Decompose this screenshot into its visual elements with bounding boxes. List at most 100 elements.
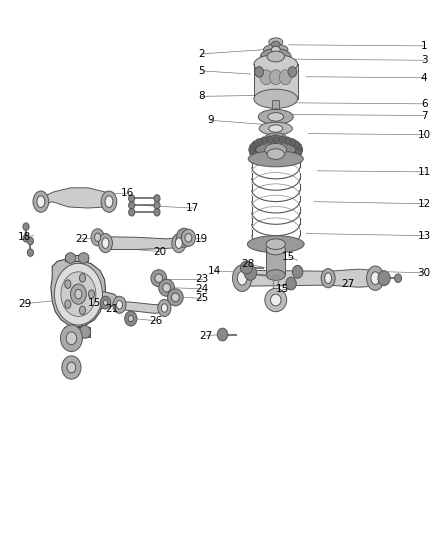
Ellipse shape bbox=[27, 237, 33, 245]
Ellipse shape bbox=[367, 266, 384, 290]
Ellipse shape bbox=[176, 228, 192, 247]
Ellipse shape bbox=[61, 272, 96, 317]
Ellipse shape bbox=[325, 273, 332, 284]
Ellipse shape bbox=[271, 135, 281, 141]
Polygon shape bbox=[51, 259, 106, 327]
Text: 10: 10 bbox=[418, 130, 431, 140]
Ellipse shape bbox=[79, 306, 85, 314]
Ellipse shape bbox=[64, 326, 75, 338]
Ellipse shape bbox=[172, 233, 186, 253]
Ellipse shape bbox=[260, 70, 272, 85]
Text: 1: 1 bbox=[421, 41, 427, 51]
Ellipse shape bbox=[272, 135, 279, 143]
Text: 18: 18 bbox=[18, 232, 32, 242]
Ellipse shape bbox=[261, 49, 291, 64]
Ellipse shape bbox=[233, 265, 252, 292]
Text: 11: 11 bbox=[417, 167, 431, 177]
Ellipse shape bbox=[105, 196, 113, 207]
Ellipse shape bbox=[254, 55, 297, 74]
Ellipse shape bbox=[256, 154, 262, 161]
Ellipse shape bbox=[284, 155, 291, 163]
Ellipse shape bbox=[264, 44, 288, 55]
Ellipse shape bbox=[101, 191, 117, 212]
Ellipse shape bbox=[129, 208, 135, 216]
Ellipse shape bbox=[102, 238, 109, 248]
Ellipse shape bbox=[269, 125, 283, 132]
Ellipse shape bbox=[293, 151, 300, 159]
Text: 17: 17 bbox=[186, 203, 199, 213]
Ellipse shape bbox=[371, 272, 380, 285]
Ellipse shape bbox=[159, 279, 174, 296]
Text: 19: 19 bbox=[195, 234, 208, 244]
Ellipse shape bbox=[272, 109, 280, 114]
Ellipse shape bbox=[265, 288, 287, 312]
Ellipse shape bbox=[268, 112, 284, 121]
Ellipse shape bbox=[267, 149, 285, 159]
Polygon shape bbox=[100, 237, 183, 249]
Ellipse shape bbox=[79, 274, 85, 282]
Text: 23: 23 bbox=[195, 274, 208, 284]
Ellipse shape bbox=[33, 191, 49, 212]
Ellipse shape bbox=[23, 235, 29, 242]
Text: 9: 9 bbox=[207, 115, 214, 125]
Text: 30: 30 bbox=[418, 268, 431, 278]
Polygon shape bbox=[115, 301, 167, 313]
Ellipse shape bbox=[158, 300, 171, 317]
Ellipse shape bbox=[65, 280, 71, 288]
Ellipse shape bbox=[292, 265, 303, 278]
Ellipse shape bbox=[266, 270, 286, 280]
Ellipse shape bbox=[161, 304, 167, 312]
Ellipse shape bbox=[155, 274, 162, 282]
Ellipse shape bbox=[67, 362, 76, 373]
Ellipse shape bbox=[395, 274, 402, 282]
Text: 29: 29 bbox=[18, 298, 32, 309]
Polygon shape bbox=[64, 327, 90, 337]
Ellipse shape bbox=[266, 156, 273, 164]
Text: 8: 8 bbox=[198, 91, 205, 101]
Text: 26: 26 bbox=[149, 316, 162, 326]
Ellipse shape bbox=[162, 284, 170, 292]
Ellipse shape bbox=[279, 70, 291, 85]
Ellipse shape bbox=[272, 41, 280, 47]
Text: 15: 15 bbox=[282, 252, 296, 262]
Ellipse shape bbox=[244, 265, 257, 280]
Ellipse shape bbox=[265, 133, 287, 143]
Ellipse shape bbox=[151, 270, 166, 287]
Ellipse shape bbox=[286, 277, 296, 290]
Ellipse shape bbox=[71, 284, 86, 304]
Ellipse shape bbox=[272, 46, 280, 53]
Ellipse shape bbox=[95, 233, 101, 241]
Ellipse shape bbox=[250, 149, 257, 156]
Ellipse shape bbox=[289, 139, 296, 146]
Ellipse shape bbox=[129, 195, 135, 202]
Ellipse shape bbox=[255, 67, 264, 77]
Polygon shape bbox=[36, 188, 112, 208]
Ellipse shape bbox=[266, 239, 286, 249]
Ellipse shape bbox=[154, 195, 160, 202]
Ellipse shape bbox=[88, 290, 95, 298]
Ellipse shape bbox=[296, 146, 303, 154]
Ellipse shape bbox=[99, 233, 113, 253]
Ellipse shape bbox=[288, 67, 297, 77]
Ellipse shape bbox=[185, 233, 192, 242]
Ellipse shape bbox=[217, 328, 228, 341]
Ellipse shape bbox=[66, 332, 77, 345]
Ellipse shape bbox=[272, 157, 279, 164]
Ellipse shape bbox=[117, 301, 123, 309]
Ellipse shape bbox=[37, 196, 45, 207]
Polygon shape bbox=[65, 255, 88, 261]
Text: 13: 13 bbox=[417, 231, 431, 241]
Ellipse shape bbox=[270, 70, 282, 85]
Text: 27: 27 bbox=[199, 330, 212, 341]
Ellipse shape bbox=[62, 356, 81, 379]
Text: 22: 22 bbox=[75, 234, 88, 244]
Ellipse shape bbox=[181, 229, 195, 246]
Ellipse shape bbox=[289, 154, 296, 161]
Ellipse shape bbox=[279, 136, 285, 143]
Ellipse shape bbox=[248, 151, 303, 167]
Ellipse shape bbox=[237, 271, 247, 285]
Text: 25: 25 bbox=[195, 293, 208, 303]
Text: 21: 21 bbox=[106, 304, 119, 314]
Text: 14: 14 bbox=[208, 266, 221, 276]
Ellipse shape bbox=[171, 293, 179, 302]
